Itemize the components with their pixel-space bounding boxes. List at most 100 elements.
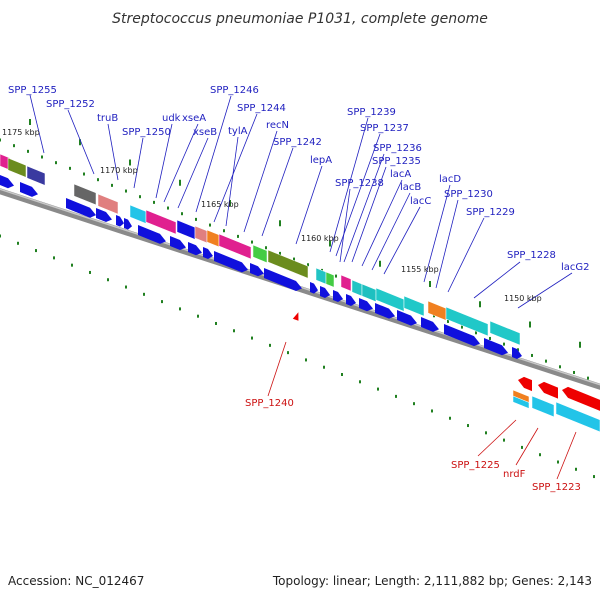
leader-line [261,147,294,237]
gene-arrow[interactable] [484,338,508,358]
leader-line [213,113,258,223]
gene-arrow[interactable] [397,310,417,328]
gene-block[interactable] [97,193,119,215]
leader-line [67,109,95,175]
gene-arrow[interactable] [264,268,302,293]
gene-arrow[interactable] [538,380,558,399]
scale-label-1150: 1150 kbp [504,294,542,303]
gene-label[interactable]: lacC [410,196,431,207]
gene-arrow[interactable] [0,175,14,191]
leader-line [107,123,119,181]
gene-block[interactable] [351,279,363,297]
gene-label[interactable]: SPP_1252 [46,99,95,110]
gene-arrow[interactable] [188,242,202,258]
gene-arrow[interactable] [444,324,480,349]
gene-block[interactable] [145,209,177,235]
gene-arrow[interactable] [170,236,186,252]
gene-label[interactable]: truB [97,113,118,124]
gene-label[interactable]: xseA [182,113,206,124]
gene-label[interactable]: SPP_1229 [466,207,515,218]
gene-label[interactable]: SPP_1239 [347,107,396,118]
leader-line [447,217,485,293]
gene-block[interactable] [176,219,196,240]
gene-block[interactable] [129,204,147,224]
gene-block[interactable] [252,244,268,264]
leader-line [477,419,517,457]
gene-block[interactable] [489,320,521,346]
gene-arrow[interactable] [116,215,124,228]
gene-label[interactable]: nrdF [503,469,526,480]
leader-line [29,94,45,154]
gene-block[interactable] [555,401,600,433]
gene-block[interactable] [218,233,252,260]
gene-arrow[interactable] [203,247,213,261]
gene-label[interactable]: SPP_1240 [245,398,294,409]
gene-arrow[interactable] [375,303,395,321]
gene-label[interactable]: SPP_1244 [237,103,286,114]
gene-label[interactable]: SPP_1230 [444,189,493,200]
gene-block[interactable] [325,271,335,288]
gene-label[interactable]: SPP_1250 [122,127,171,138]
gene-arrow[interactable] [562,385,600,412]
leader-line [343,153,385,263]
gene-arrow[interactable] [214,251,248,275]
gene-block[interactable] [26,165,46,186]
leader-line [383,206,421,275]
gene-label[interactable]: SPP_1246 [210,85,259,96]
gene-label[interactable]: lepA [310,155,332,166]
leader-line [225,136,239,227]
gene-block[interactable] [206,229,220,248]
leader-line [243,130,278,233]
gene-block[interactable] [445,306,489,337]
gene-arrow[interactable] [320,286,330,300]
gene-block[interactable] [531,395,555,418]
gene-arrow[interactable] [359,298,373,314]
gene-label[interactable]: SPP_1236 [373,143,422,154]
gene-arrow[interactable] [124,218,132,231]
leader-line [351,166,387,263]
gene-label[interactable]: SPP_1223 [532,482,581,493]
gene-label[interactable]: SPP_1237 [360,123,409,134]
gene-block[interactable] [315,267,327,285]
gene-block[interactable] [7,157,27,178]
gene-label[interactable]: udk [162,113,181,124]
gene-label[interactable]: lacA [390,169,411,180]
accession-text: Accession: NC_012467 [8,574,144,588]
gene-block[interactable] [403,295,425,317]
gene-label[interactable]: lacB [400,182,421,193]
gene-block[interactable] [427,300,447,321]
gene-arrow[interactable] [346,294,356,308]
gene-block[interactable] [73,183,97,206]
gene-arrow[interactable] [96,208,112,224]
leader-line [329,117,369,253]
leader-line [515,427,539,466]
gene-block[interactable] [361,283,377,303]
gene-arrow[interactable] [250,263,264,279]
gene-label[interactable]: lacD [439,174,461,185]
gene-block[interactable] [340,274,352,292]
gene-arrow[interactable] [421,317,439,334]
gene-arrow[interactable] [518,375,532,392]
gene-block[interactable] [194,225,208,244]
gene-label[interactable]: recN [266,120,289,131]
gene-label[interactable]: SPP_1228 [507,250,556,261]
gene-label[interactable]: SPP_1255 [8,85,57,96]
gene-arrow[interactable] [20,182,38,199]
gene-label[interactable]: SPP_1242 [273,137,322,148]
gene-label[interactable]: SPP_1235 [372,156,421,167]
gene-block[interactable] [512,395,530,409]
gene-label[interactable]: lacG2 [561,262,590,273]
gene-arrow[interactable] [512,347,522,361]
leader-line [371,192,411,271]
gene-arrow[interactable] [333,290,343,304]
marker-triangle [292,312,299,321]
gene-label[interactable]: tylA [228,126,248,137]
gene-arrow[interactable] [66,198,96,220]
gene-label[interactable]: SPP_1238 [335,178,384,189]
gene-arrow[interactable] [310,282,318,295]
gene-label[interactable]: xseB [193,127,217,138]
gene-block[interactable] [267,249,309,279]
gene-label[interactable]: SPP_1225 [451,460,500,471]
leader-line [517,272,573,309]
gene-arrow[interactable] [138,225,166,246]
